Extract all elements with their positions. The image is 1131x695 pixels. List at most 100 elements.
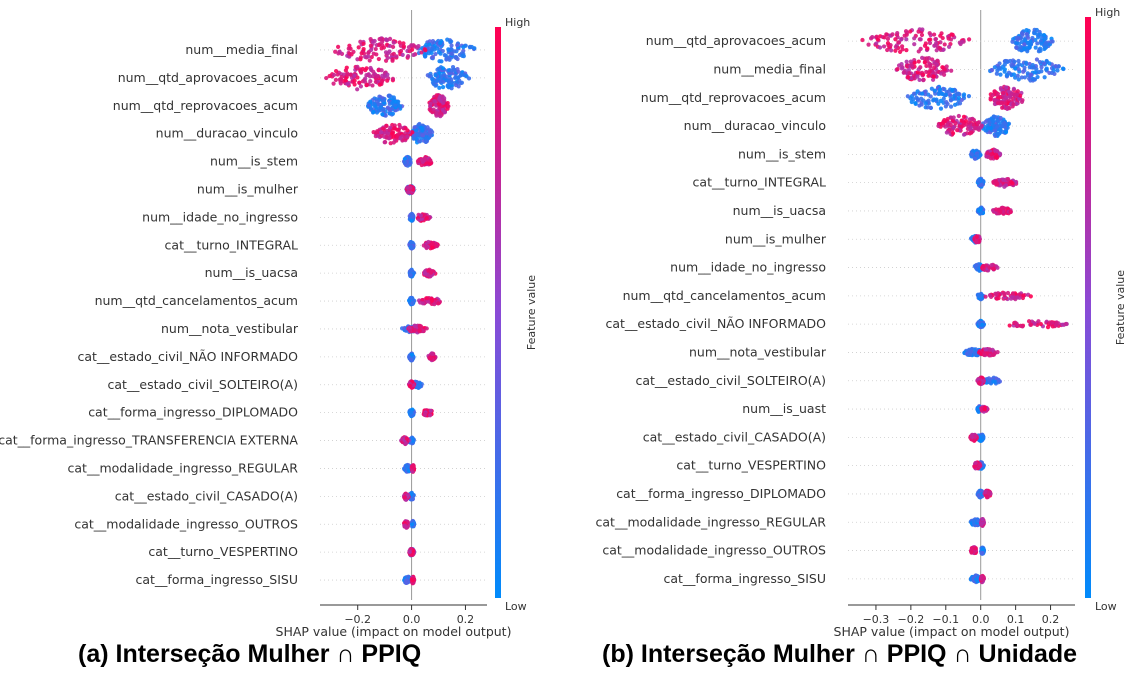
feature-label: num__is_uacsa	[733, 203, 826, 218]
shap-point	[920, 27, 925, 32]
feature-label: cat__estado_civil_NÃO INFORMADO	[77, 349, 298, 364]
shap-point	[966, 124, 971, 129]
shap-point	[981, 378, 987, 383]
shap-point	[430, 54, 435, 59]
shap-point	[981, 575, 986, 580]
shap-point	[376, 68, 381, 73]
shap-point	[1039, 65, 1044, 70]
shap-point	[909, 63, 915, 68]
shap-point	[1045, 325, 1051, 330]
shap-point	[385, 78, 390, 83]
shap-point	[425, 125, 430, 130]
shap-point	[946, 89, 951, 94]
shap-point	[1022, 37, 1027, 42]
shap-point	[384, 37, 389, 43]
shap-point	[922, 60, 927, 65]
shap-point	[889, 48, 894, 53]
shap-point	[934, 40, 939, 46]
shap-point	[387, 36, 393, 41]
shap-point	[979, 521, 984, 527]
shap-point	[387, 93, 392, 98]
shap-point	[1007, 323, 1012, 328]
shap-point	[866, 42, 871, 47]
shap-point	[989, 152, 994, 157]
shap-point	[885, 41, 891, 46]
shap-point	[416, 44, 421, 49]
shap-point	[390, 76, 396, 81]
shap-point	[404, 436, 409, 441]
shap-point	[444, 74, 449, 79]
shap-point	[346, 46, 351, 51]
shap-point	[377, 82, 382, 87]
shap-point	[1020, 324, 1025, 329]
shap-point	[408, 295, 414, 301]
shap-point	[423, 139, 428, 144]
shap-point	[374, 99, 379, 104]
shap-point	[942, 42, 947, 47]
shap-point	[1049, 70, 1054, 76]
feature-label: cat__estado_civil_SOLTEIRO(A)	[107, 377, 298, 392]
shap-point	[392, 126, 397, 131]
shap-point	[456, 69, 461, 74]
shap-point	[380, 112, 385, 117]
shap-point	[379, 46, 384, 51]
shap-point	[949, 68, 954, 73]
shap-point	[363, 54, 368, 59]
shap-point	[344, 65, 349, 70]
shap-point	[916, 29, 921, 34]
shap-point	[390, 111, 396, 116]
shap-point	[434, 93, 439, 98]
shap-point	[410, 214, 416, 219]
shap-point	[1060, 66, 1066, 71]
shap-point	[919, 96, 924, 101]
shap-point	[434, 78, 439, 83]
shap-point	[980, 517, 985, 522]
shap-point	[336, 51, 341, 56]
shap-point	[971, 117, 977, 123]
shap-point	[358, 68, 363, 73]
shap-point	[986, 491, 991, 496]
feature-label: cat__modalidade_ingresso_REGULAR	[596, 514, 827, 529]
feature-label: num__idade_no_ingresso	[142, 209, 298, 224]
shap-point	[912, 60, 917, 65]
feature-label: num__is_uacsa	[205, 265, 298, 280]
feature-label: cat__modalidade_ingresso_REGULAR	[68, 460, 299, 475]
shap-point	[925, 46, 930, 51]
shap-point	[437, 111, 443, 116]
shap-point	[327, 73, 332, 79]
shap-point	[959, 124, 964, 129]
shap-point	[1049, 39, 1054, 44]
shap-point	[367, 58, 372, 63]
shap-point	[1011, 86, 1016, 91]
shap-point	[972, 352, 978, 357]
shap-point	[1010, 39, 1015, 44]
shap-point	[874, 41, 879, 46]
shap-point	[908, 29, 913, 34]
shap-point	[988, 156, 994, 161]
shap-point	[992, 89, 997, 94]
shap-point	[979, 123, 984, 128]
shap-point	[890, 32, 895, 37]
shap-point	[1039, 41, 1044, 46]
shap-point	[324, 75, 329, 81]
shap-point	[336, 44, 341, 50]
shap-point	[983, 119, 988, 124]
shap-point	[391, 134, 396, 139]
shap-point	[459, 80, 465, 85]
shap-point	[456, 84, 461, 89]
shap-point	[1011, 72, 1017, 77]
shap-point	[1053, 64, 1058, 69]
shap-point	[407, 549, 412, 554]
shap-point	[901, 70, 906, 75]
shap-point	[368, 99, 373, 104]
shap-point	[420, 133, 425, 138]
shap-point	[956, 113, 961, 119]
shap-point	[912, 36, 917, 41]
shap-point	[412, 328, 418, 333]
shap-point	[388, 141, 393, 146]
shap-point	[449, 39, 454, 44]
shap-point	[987, 347, 993, 352]
shap-point	[370, 73, 375, 79]
shap-point	[333, 49, 338, 54]
shap-point	[904, 37, 909, 42]
